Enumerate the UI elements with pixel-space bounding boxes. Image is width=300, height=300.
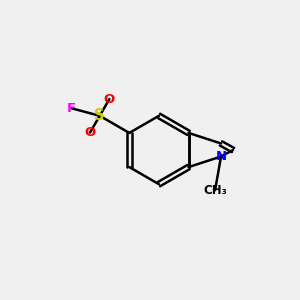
Text: O: O <box>84 126 96 139</box>
Text: O: O <box>104 93 115 106</box>
Text: S: S <box>94 108 105 123</box>
Text: F: F <box>67 102 76 115</box>
Text: N: N <box>215 150 226 163</box>
Text: CH₃: CH₃ <box>203 184 227 197</box>
